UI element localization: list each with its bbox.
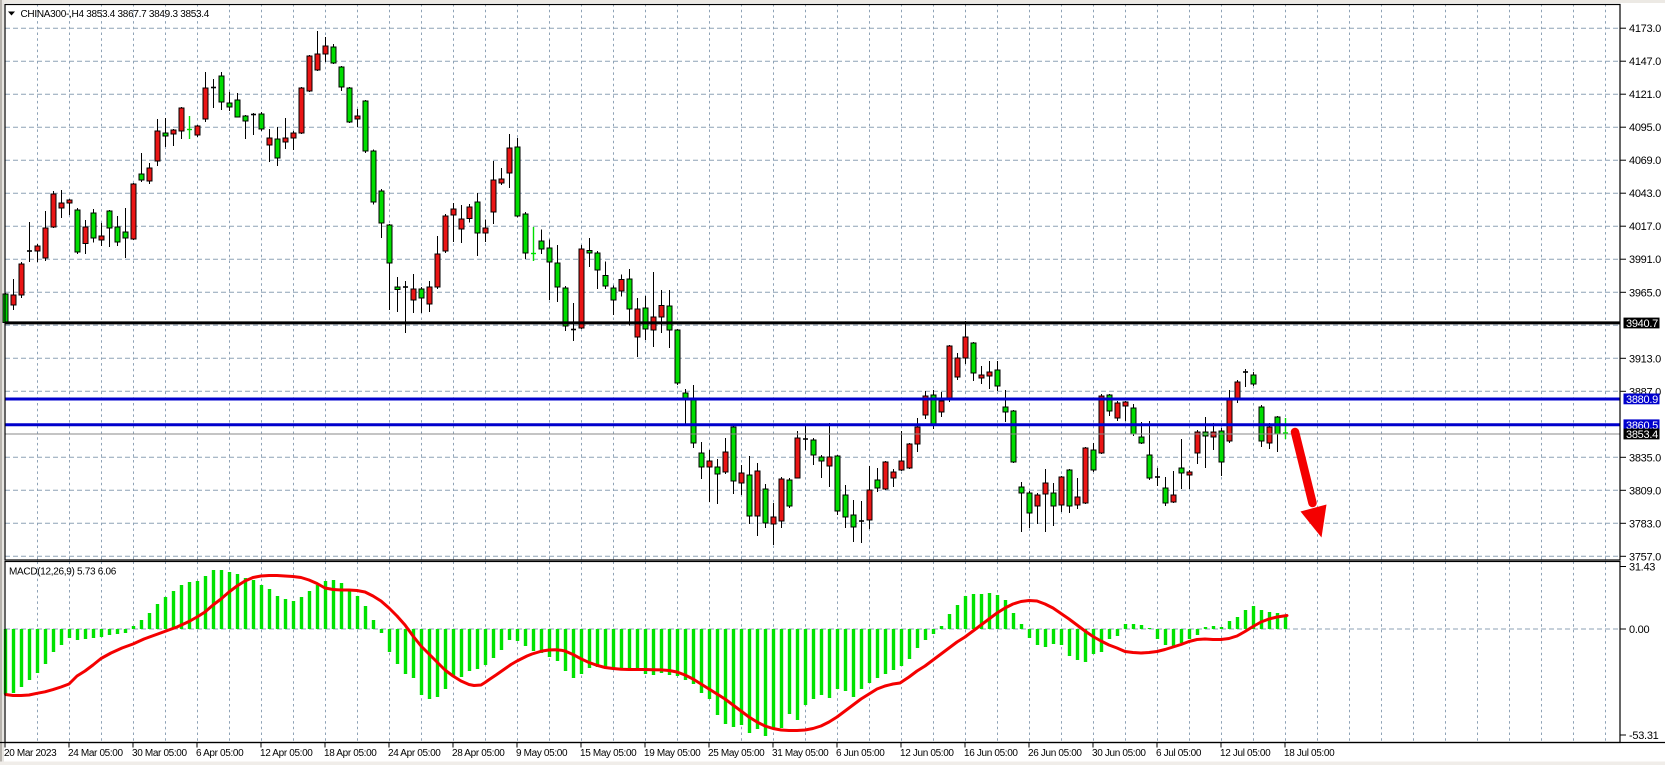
svg-text:-53.31: -53.31 xyxy=(1629,730,1659,742)
svg-text:30 Jun 05:00: 30 Jun 05:00 xyxy=(1092,748,1146,759)
svg-text:31.43: 31.43 xyxy=(1629,562,1655,574)
svg-text:12 Jul 05:00: 12 Jul 05:00 xyxy=(1220,748,1271,759)
svg-text:9 May 05:00: 9 May 05:00 xyxy=(516,748,568,759)
svg-text:3809.0: 3809.0 xyxy=(1629,485,1661,497)
svg-text:24 Mar 05:00: 24 Mar 05:00 xyxy=(68,748,124,759)
svg-text:16 Jun 05:00: 16 Jun 05:00 xyxy=(964,748,1018,759)
svg-text:15 May 05:00: 15 May 05:00 xyxy=(580,748,637,759)
svg-text:4095.0: 4095.0 xyxy=(1629,122,1661,134)
svg-text:4121.0: 4121.0 xyxy=(1629,89,1661,101)
svg-text:31 May 05:00: 31 May 05:00 xyxy=(772,748,829,759)
svg-text:3835.0: 3835.0 xyxy=(1629,452,1661,464)
svg-text:3853.4: 3853.4 xyxy=(1626,429,1658,441)
svg-text:6 Jul 05:00: 6 Jul 05:00 xyxy=(1156,748,1202,759)
svg-text:3913.0: 3913.0 xyxy=(1629,353,1661,365)
svg-text:6 Jun 05:00: 6 Jun 05:00 xyxy=(836,748,885,759)
svg-text:4173.0: 4173.0 xyxy=(1629,23,1661,35)
svg-text:19 May 05:00: 19 May 05:00 xyxy=(644,748,701,759)
svg-text:12 Apr 05:00: 12 Apr 05:00 xyxy=(260,748,313,759)
svg-text:28 Apr 05:00: 28 Apr 05:00 xyxy=(452,748,505,759)
svg-text:4043.0: 4043.0 xyxy=(1629,188,1661,200)
svg-text:4147.0: 4147.0 xyxy=(1629,56,1661,68)
svg-text:3757.0: 3757.0 xyxy=(1629,551,1661,563)
svg-text:3991.0: 3991.0 xyxy=(1629,254,1661,266)
svg-text:6 Apr 05:00: 6 Apr 05:00 xyxy=(196,748,244,759)
svg-text:18 Jul 05:00: 18 Jul 05:00 xyxy=(1284,748,1335,759)
svg-text:24 Apr 05:00: 24 Apr 05:00 xyxy=(388,748,441,759)
svg-text:20 Mar 2023: 20 Mar 2023 xyxy=(4,748,57,759)
svg-text:18 Apr 05:00: 18 Apr 05:00 xyxy=(324,748,377,759)
svg-text:3783.0: 3783.0 xyxy=(1629,518,1661,530)
svg-text:4069.0: 4069.0 xyxy=(1629,155,1661,167)
svg-text:3965.0: 3965.0 xyxy=(1629,287,1661,299)
svg-text:25 May 05:00: 25 May 05:00 xyxy=(708,748,765,759)
svg-text:0.00: 0.00 xyxy=(1629,624,1649,636)
svg-text:26 Jun 05:00: 26 Jun 05:00 xyxy=(1028,748,1082,759)
svg-text:CHINA300-,H4 3853.4 3867.7 38: CHINA300-,H4 3853.4 3867.7 3849.3 3853.4 xyxy=(21,9,210,20)
svg-text:MACD(12,26,9) 5.73 6.06: MACD(12,26,9) 5.73 6.06 xyxy=(9,567,117,578)
svg-text:30 Mar 05:00: 30 Mar 05:00 xyxy=(132,748,188,759)
svg-text:3940.7: 3940.7 xyxy=(1626,318,1658,330)
svg-text:4017.0: 4017.0 xyxy=(1629,221,1661,233)
svg-text:12 Jun 05:00: 12 Jun 05:00 xyxy=(900,748,954,759)
svg-text:3880.9: 3880.9 xyxy=(1626,394,1658,406)
